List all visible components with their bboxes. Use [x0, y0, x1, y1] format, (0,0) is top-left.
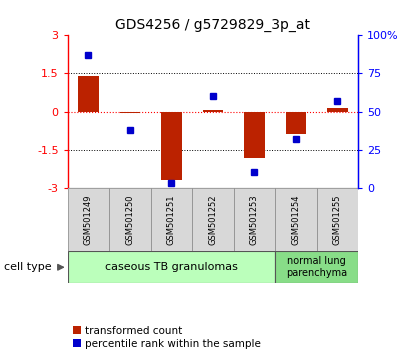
Text: GSM501251: GSM501251	[167, 194, 176, 245]
Text: cell type: cell type	[4, 262, 52, 272]
Bar	[327, 108, 348, 112]
Text: caseous TB granulomas: caseous TB granulomas	[105, 262, 238, 272]
Text: GSM501250: GSM501250	[125, 194, 135, 245]
Text: GSM501253: GSM501253	[250, 194, 259, 245]
Bar	[203, 110, 223, 112]
Bar	[78, 76, 99, 112]
Bar	[161, 112, 182, 180]
Bar	[275, 188, 317, 251]
Legend: transformed count, percentile rank within the sample: transformed count, percentile rank withi…	[73, 326, 261, 349]
Text: GSM501254: GSM501254	[291, 194, 300, 245]
Bar	[68, 188, 109, 251]
Bar	[109, 188, 151, 251]
Bar	[151, 188, 192, 251]
Bar	[275, 251, 358, 283]
Bar	[192, 188, 234, 251]
Text: GSM501249: GSM501249	[84, 194, 93, 245]
Bar	[68, 251, 275, 283]
Text: GSM501252: GSM501252	[209, 194, 217, 245]
Text: GSM501255: GSM501255	[333, 194, 342, 245]
Bar	[285, 112, 306, 134]
Text: normal lung
parenchyma: normal lung parenchyma	[286, 256, 347, 278]
Bar	[119, 112, 140, 113]
Bar	[317, 188, 358, 251]
Bar	[244, 112, 265, 159]
Bar	[234, 188, 275, 251]
Title: GDS4256 / g5729829_3p_at: GDS4256 / g5729829_3p_at	[115, 18, 310, 32]
